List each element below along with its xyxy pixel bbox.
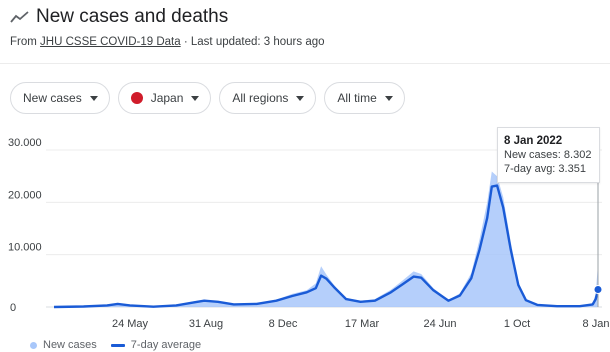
source-link[interactable]: JHU CSSE COVID-19 Data — [40, 36, 181, 48]
last-updated: · Last updated: 3 hours ago — [183, 36, 325, 48]
tooltip-avg: 7-day avg: 3.351 — [504, 163, 586, 175]
caret-down-icon — [296, 95, 305, 101]
y-tick-label: 20.000 — [8, 189, 42, 201]
y-tick-label: 10.000 — [8, 242, 42, 254]
time-range-dropdown-label: All time — [337, 91, 377, 105]
source-prefix: From — [10, 36, 37, 48]
metric-dropdown[interactable]: New cases — [10, 82, 110, 114]
source-line: From JHU CSSE COVID-19 Data · Last updat… — [10, 36, 325, 48]
legend-line-swatch — [110, 343, 125, 347]
y-tick-label: 0 — [10, 302, 16, 314]
seven-day-average-line — [53, 184, 600, 309]
legend-bar-swatch — [30, 341, 37, 349]
y-tick-label: 30.000 — [8, 137, 42, 149]
metric-dropdown-label: New cases — [23, 91, 82, 105]
hover-point — [593, 284, 603, 294]
trend-icon — [10, 11, 29, 23]
x-tick-label: 17 Mar — [345, 318, 380, 330]
legend-7day-average: 7-day average — [130, 339, 202, 351]
caret-down-icon — [89, 95, 98, 101]
country-dropdown[interactable]: Japan — [117, 82, 212, 114]
x-tick-label: 8 Dec — [269, 318, 298, 330]
title-row: New cases and deaths — [10, 6, 228, 28]
country-dropdown-label: Japan — [150, 91, 184, 105]
new-cases-area — [54, 171, 598, 307]
filter-bar: New cases Japan All regions All time — [10, 82, 405, 114]
caret-down-icon — [384, 95, 393, 101]
x-tick-label: 24 May — [112, 318, 149, 330]
x-tick-label: 31 Aug — [189, 318, 223, 330]
region-dropdown-label: All regions — [232, 91, 289, 105]
chart-legend: New cases 7-day average — [30, 339, 201, 351]
x-tick-label: 1 Oct — [504, 318, 530, 330]
x-tick-label: 24 Jun — [423, 318, 456, 330]
japan-flag-icon — [130, 92, 143, 104]
time-range-dropdown[interactable]: All time — [324, 82, 405, 114]
region-dropdown[interactable]: All regions — [219, 82, 317, 114]
page-title: New cases and deaths — [36, 6, 229, 27]
caret-down-icon — [191, 95, 200, 101]
x-tick-label: 8 Jan — [583, 318, 610, 330]
tooltip-new-cases: New cases: 8.302 — [504, 149, 592, 161]
legend-new-cases: New cases — [43, 339, 97, 351]
tooltip-date: 8 Jan 2022 — [504, 135, 563, 147]
chart-tooltip: 8 Jan 2022 New cases: 8.302 7-day avg: 3… — [497, 127, 600, 183]
divider — [0, 63, 610, 64]
